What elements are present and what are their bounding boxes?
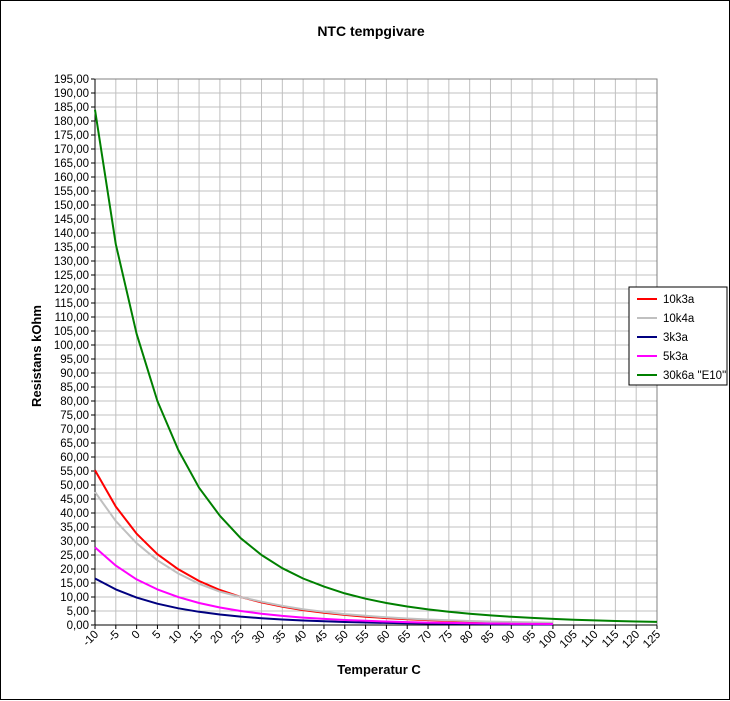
y-tick-label: 55,00: [60, 466, 89, 478]
y-tick-label: 0,00: [67, 620, 89, 632]
series-line: [94, 491, 553, 624]
y-tick-label: 40,00: [60, 508, 89, 520]
x-tick-label: 40: [292, 629, 310, 647]
legend-entry: 5k3a: [663, 351, 689, 363]
x-tick-label: -5: [106, 629, 122, 645]
y-tick-label: 100,00: [54, 340, 89, 352]
x-tick-label: 115: [600, 629, 621, 650]
y-tick-label: 75,00: [60, 410, 89, 422]
y-tick-label: 190,00: [54, 88, 89, 100]
x-tick-label: 5: [151, 629, 164, 642]
legend: 10k3a 10k4a 3k3a 5k3a 30k6a "E10": [628, 286, 728, 386]
y-tick-label: 110,00: [55, 312, 89, 324]
series-lines: [94, 109, 658, 626]
x-tick-label: 95: [521, 629, 539, 647]
y-tick-label: 10,00: [60, 592, 89, 604]
legend-entry: 10k4a: [663, 313, 695, 325]
x-axis-title: Temperatur C: [337, 662, 421, 677]
x-tick-label: 80: [458, 629, 476, 647]
chart-title: NTC tempgivare: [317, 23, 425, 39]
y-tick-label: 5,00: [67, 606, 89, 618]
x-tick-label: 60: [375, 629, 393, 647]
plot-background: [95, 79, 657, 625]
series-line: [94, 109, 658, 623]
y-tick-label: 80,00: [60, 396, 89, 408]
x-tick-label: 45: [313, 629, 331, 647]
legend-entry: 3k3a: [663, 332, 689, 344]
y-tick-label: 65,00: [60, 438, 89, 450]
y-tick-label: 15,00: [60, 578, 89, 590]
x-tick-label: 50: [333, 629, 351, 647]
x-tick-label: 0: [130, 629, 143, 642]
x-tick-label: 105: [558, 629, 580, 651]
x-tick-label: 30: [250, 629, 268, 647]
y-tick-label: 145,00: [54, 214, 89, 226]
y-tick-label: 30,00: [60, 536, 89, 548]
y-tick-label: 125,00: [54, 270, 89, 282]
y-tick-label: 170,00: [54, 144, 89, 156]
y-tick-label: 20,00: [60, 564, 89, 576]
legend-entry: 30k6a "E10": [663, 370, 726, 382]
y-tick-label: 180,00: [54, 116, 89, 128]
x-tick-labels: -10 -5 0 5 10 15 20 25 30 35 40 45 50 55 60 65 70 75 80 85 9…: [81, 629, 663, 651]
x-tick-label: 20: [208, 629, 226, 647]
x-tick-label: 90: [500, 629, 518, 647]
y-tick-label: 90,00: [60, 368, 89, 380]
y-tick-labels: 0,00 5,00 10,00 15,00 20,00 25,00 30,00 35,00 40…: [54, 74, 89, 632]
x-tick-label: 10: [167, 629, 185, 647]
legend-entry: 10k3a: [663, 294, 695, 306]
x-tick-label: 35: [271, 629, 289, 647]
y-tick-label: 70,00: [60, 424, 89, 436]
y-tick-label: 175,00: [54, 130, 89, 142]
y-tick-label: 95,00: [60, 354, 89, 366]
x-tick-label: 110: [579, 629, 600, 650]
x-tick-label: 120: [620, 629, 642, 651]
y-tick-label: 130,00: [54, 256, 89, 268]
y-tick-label: 160,00: [54, 172, 89, 184]
x-tick-label: 75: [437, 629, 455, 647]
y-tick-label: 155,00: [54, 186, 89, 198]
y-tick-label: 150,00: [54, 200, 89, 212]
y-axis-title: Resistans kOhm: [29, 305, 44, 407]
x-tick-label: 15: [188, 629, 206, 647]
y-tick-label: 140,00: [54, 228, 89, 240]
x-tick-label: 100: [537, 629, 559, 651]
series-line: [94, 546, 553, 625]
y-tick-label: 25,00: [60, 550, 89, 562]
x-tick-label: 125: [641, 629, 663, 651]
y-tick-label: 165,00: [54, 158, 89, 170]
y-tick-label: 35,00: [60, 522, 89, 534]
y-tick-label: 50,00: [60, 480, 89, 492]
plot-area: [95, 79, 657, 625]
y-tick-label: 185,00: [54, 102, 89, 114]
y-tick-label: 195,00: [54, 74, 89, 86]
y-tick-label: 135,00: [54, 242, 89, 254]
y-tick-label: 120,00: [54, 284, 89, 296]
y-tick-label: 85,00: [60, 382, 89, 394]
x-tick-label: 25: [229, 629, 247, 647]
y-tick-label: 60,00: [60, 452, 89, 464]
x-tick-label: 70: [417, 629, 435, 647]
x-tick-label: 55: [354, 629, 372, 647]
x-tick-label: 85: [479, 629, 497, 647]
y-tick-label: 45,00: [60, 494, 89, 506]
y-tick-label: 105,00: [54, 326, 89, 338]
y-tick-label: 115,00: [55, 298, 89, 310]
x-tick-label: 65: [396, 629, 414, 647]
